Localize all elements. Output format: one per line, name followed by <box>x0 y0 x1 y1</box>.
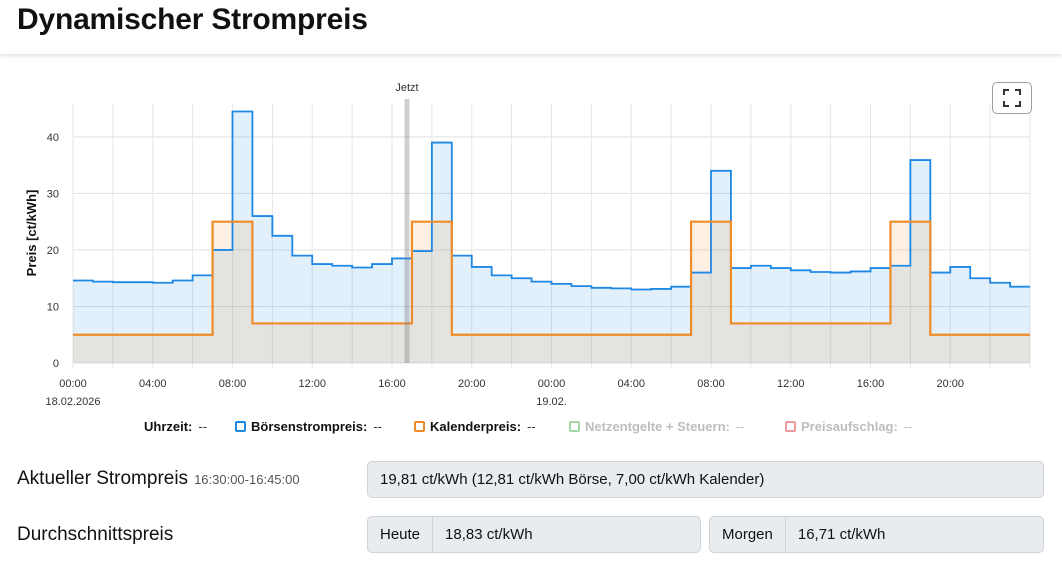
legend-item-kalender[interactable]: Kalenderpreis: -- <box>414 419 536 434</box>
current-price-box: 19,81 ct/kWh (12,81 ct/kWh Börse, 7,00 c… <box>367 461 1044 498</box>
x-tick-label: 16:00 <box>378 378 406 390</box>
fullscreen-button[interactable] <box>992 82 1032 114</box>
legend-label-kalender: Kalenderpreis: <box>430 419 522 434</box>
legend-item-aufschlag[interactable]: Preisaufschlag: -- <box>785 419 913 434</box>
average-today-box: Heute 18,83 ct/kWh <box>367 516 701 553</box>
x-tick-label: 00:00 <box>538 378 566 390</box>
legend-item-time: Uhrzeit: -- <box>144 419 207 434</box>
legend-value-boerse: -- <box>373 419 382 434</box>
legend-label-aufschlag: Preisaufschlag: <box>801 419 898 434</box>
legend-swatch-netz <box>569 421 580 432</box>
y-tick-label: 30 <box>47 188 59 200</box>
average-price-label: Durchschnittspreis <box>17 524 174 545</box>
x-date-label: 18.02.2026 <box>45 396 100 408</box>
series-area-boerse <box>73 111 1030 363</box>
legend-value-netz: -- <box>735 419 745 434</box>
x-tick-label: 12:00 <box>777 378 805 390</box>
current-price-time: 16:30:00-16:45:00 <box>194 472 300 487</box>
page-header: Dynamischer Strompreis <box>0 0 1062 54</box>
y-axis-title: Preis [ct/kWh] <box>24 190 39 277</box>
now-marker <box>404 99 410 363</box>
legend-label-time: Uhrzeit: <box>144 419 193 434</box>
chart-canvas[interactable]: 0 10 20 30 40 00:00 04:00 08:00 12:00 16:00 20:00 0… <box>0 66 1062 416</box>
series-line-boerse <box>73 110 1030 291</box>
legend-label-boerse: Börsenstrompreis: <box>251 419 368 434</box>
legend-value-time: -- <box>198 419 208 434</box>
x-tick-label: 04:00 <box>139 378 167 390</box>
y-tick-label: 40 <box>47 132 59 144</box>
legend-value-aufschlag: -- <box>903 419 913 434</box>
average-tomorrow-label: Morgen <box>710 517 786 552</box>
average-today-label: Heute <box>368 517 434 552</box>
current-price-row: Aktueller Strompreis 16:30:00-16:45:00 <box>17 468 300 490</box>
legend-label-netz: Netzentgelte + Steuern: <box>585 419 730 434</box>
x-tick-label: 16:00 <box>857 378 885 390</box>
price-chart[interactable]: 0 10 20 30 40 00:00 04:00 08:00 12:00 16:00 20:00 0… <box>0 66 1062 446</box>
x-tick-label: 20:00 <box>936 378 964 390</box>
x-tick-label: 12:00 <box>298 378 326 390</box>
fullscreen-icon <box>1003 89 1021 107</box>
legend-value-kalender: -- <box>527 419 536 434</box>
x-tick-label: 08:00 <box>697 378 725 390</box>
legend-swatch-kalender <box>414 421 425 432</box>
legend-swatch-aufschlag <box>785 421 796 432</box>
x-tick-label: 04:00 <box>617 378 645 390</box>
x-tick-label: 08:00 <box>219 378 247 390</box>
page-title: Dynamischer Strompreis <box>17 3 368 36</box>
y-tick-label: 0 <box>53 358 59 370</box>
legend-item-netz[interactable]: Netzentgelte + Steuern: -- <box>569 419 745 434</box>
x-tick-label: 20:00 <box>458 378 486 390</box>
chart-legend: Uhrzeit: -- Börsenstrompreis: -- Kalende… <box>0 419 1062 437</box>
series-line-kalender <box>73 220 1030 336</box>
average-tomorrow-box: Morgen 16,71 ct/kWh <box>709 516 1044 553</box>
average-today-value: 18,83 ct/kWh <box>445 526 533 543</box>
legend-swatch-boerse <box>235 421 246 432</box>
y-tick-label: 20 <box>47 245 59 257</box>
current-price-value: 19,81 ct/kWh (12,81 ct/kWh Börse, 7,00 c… <box>380 471 765 488</box>
x-tick-label: 00:00 <box>59 378 87 390</box>
now-label: Jetzt <box>395 82 418 94</box>
series-area-kalender <box>73 221 1030 363</box>
legend-item-boerse[interactable]: Börsenstrompreis: -- <box>235 419 382 434</box>
y-tick-label: 10 <box>47 301 59 313</box>
average-tomorrow-value: 16,71 ct/kWh <box>797 526 886 543</box>
current-price-label: Aktueller Strompreis <box>17 468 189 489</box>
x-date-label: 19.02. <box>536 396 567 408</box>
